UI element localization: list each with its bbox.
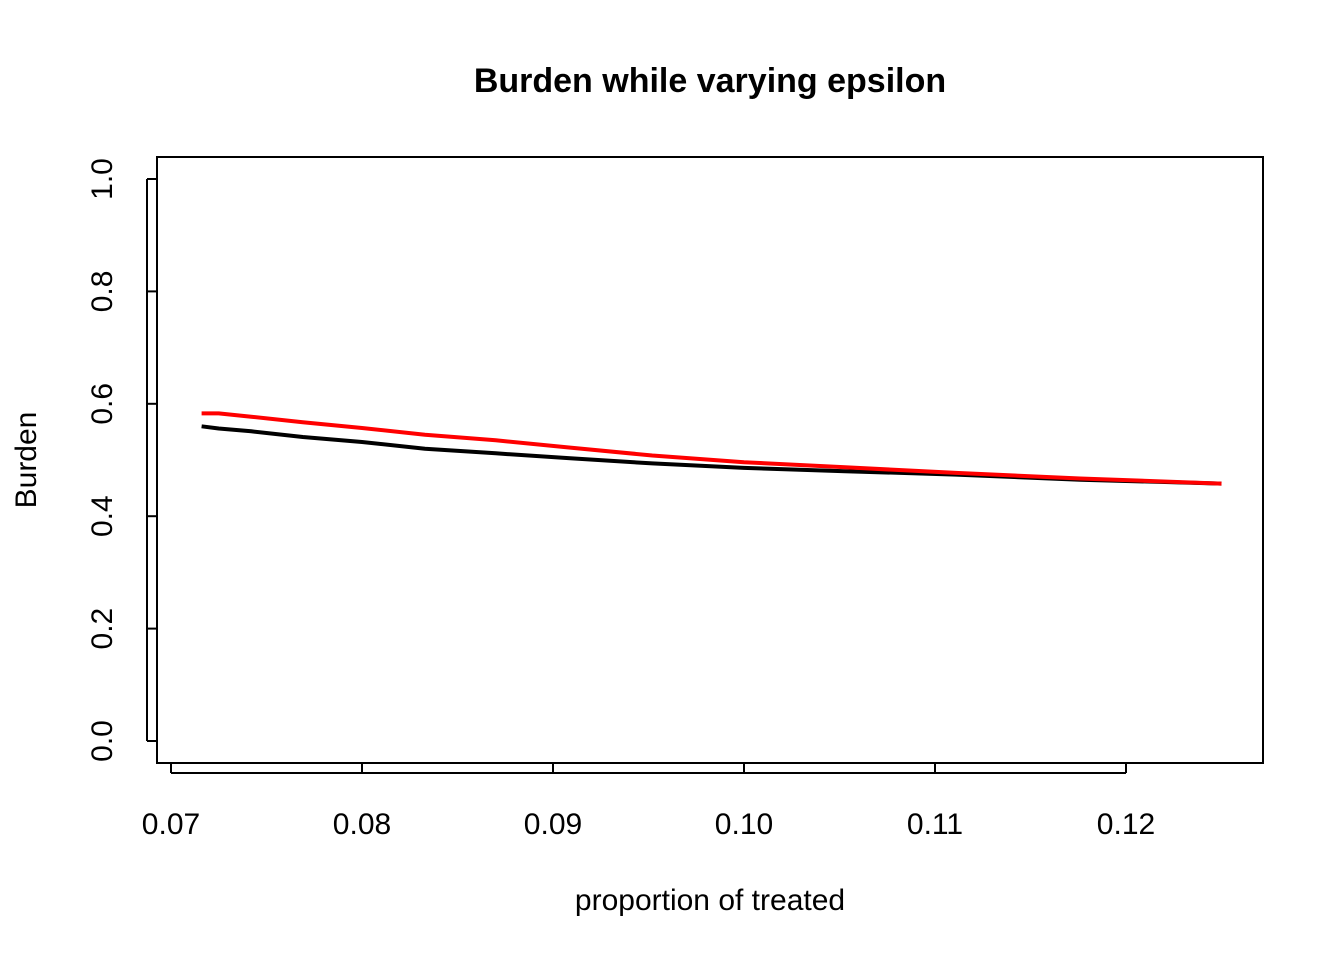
y-tick-label: 0.0 bbox=[86, 720, 119, 762]
x-tick-label: 0.12 bbox=[1097, 808, 1155, 841]
y-tick-label: 0.4 bbox=[86, 495, 119, 537]
chart-title: Burden while varying epsilon bbox=[474, 62, 946, 100]
y-tick-label: 0.6 bbox=[86, 383, 119, 425]
x-axis-label: proportion of treated bbox=[575, 884, 845, 917]
y-axis-label: Burden bbox=[10, 412, 43, 509]
y-tick-label: 0.2 bbox=[86, 608, 119, 650]
y-tick-label: 0.8 bbox=[86, 271, 119, 313]
x-tick-label: 0.08 bbox=[333, 808, 391, 841]
series-line-0 bbox=[201, 424, 1222, 486]
x-tick-label: 0.09 bbox=[524, 808, 582, 841]
chart-title-group: Burden while varying epsilon bbox=[474, 62, 946, 100]
x-tick-label: 0.10 bbox=[715, 808, 773, 841]
series-line-1 bbox=[201, 411, 1222, 486]
plot-frame bbox=[156, 156, 1264, 764]
axes-group: 0.07 0.08 0.09 0.10 0.11 0.12 0.0 0.2 0.4 0.6 0.8 1… bbox=[86, 156, 1264, 841]
x-tick-label: 0.07 bbox=[142, 808, 200, 841]
x-tick-label: 0.11 bbox=[907, 808, 963, 841]
y-tick-label: 1.0 bbox=[86, 158, 119, 200]
axis-labels-group: proportion of treated Burden bbox=[10, 412, 845, 917]
plot-area bbox=[201, 411, 1222, 486]
